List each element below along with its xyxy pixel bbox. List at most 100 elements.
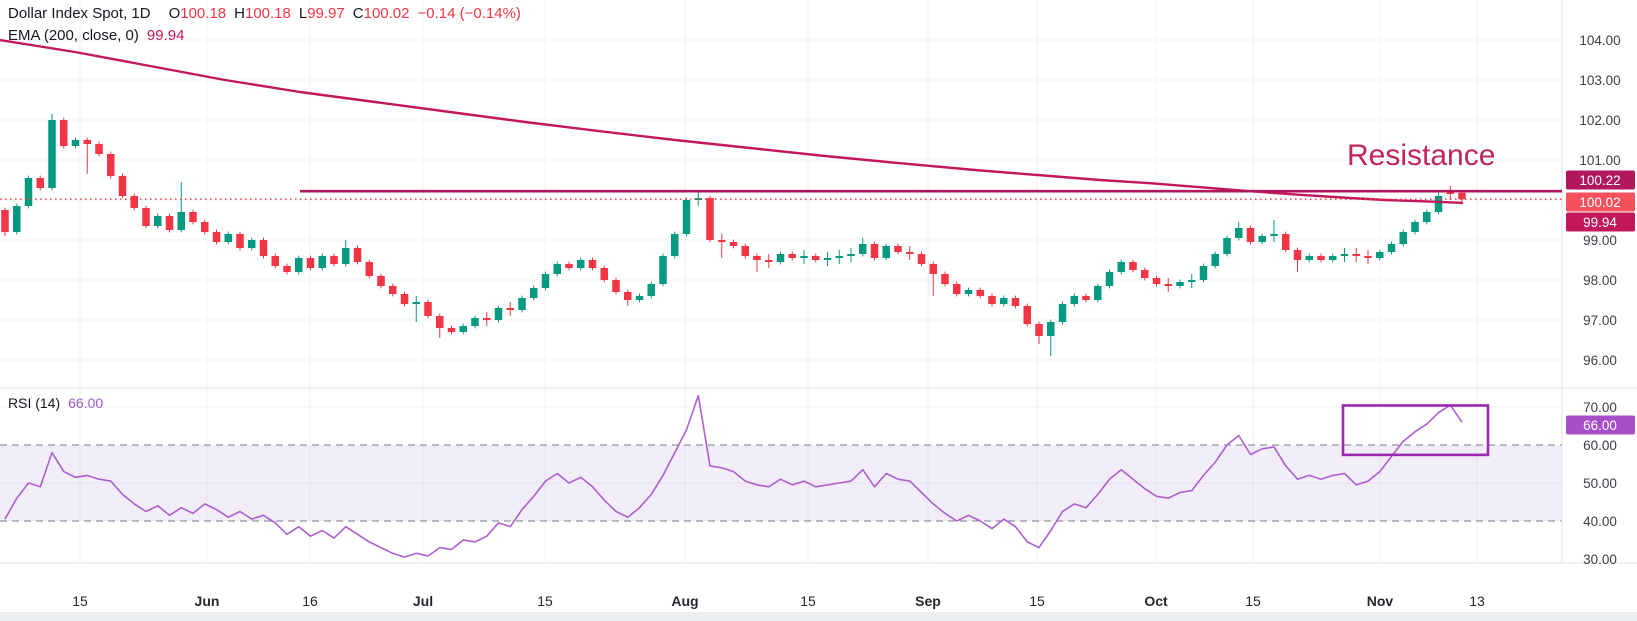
candle-body	[95, 144, 103, 154]
symbol-legend[interactable]: Dollar Index Spot, 1D O100.18 H100.18 L99.9…	[8, 5, 521, 22]
candle-body	[1129, 262, 1137, 270]
price-tick-label: 101.00	[1579, 153, 1620, 168]
ema-legend[interactable]: EMA (200, close, 0) 99.94	[8, 27, 184, 44]
time-tick-label: 15	[72, 593, 88, 609]
candle-body	[1164, 284, 1172, 286]
candle-body	[1364, 256, 1372, 258]
candle-body	[1329, 256, 1337, 260]
candle-body	[565, 264, 573, 268]
candle-body	[1141, 270, 1149, 278]
open-label: O	[168, 5, 181, 22]
candle-body	[1399, 232, 1407, 244]
candle-body	[624, 292, 632, 300]
candle-body	[1035, 324, 1043, 336]
rsi-line[interactable]	[4, 394, 1463, 558]
candle-body	[400, 294, 409, 304]
candle-body	[1058, 304, 1067, 322]
candle-body	[48, 120, 56, 188]
candle-body	[1082, 296, 1090, 300]
rsi-tick-label: 50.00	[1583, 476, 1617, 491]
price-tick-label: 98.00	[1583, 273, 1617, 288]
candle-body	[647, 284, 655, 296]
price-badge	[1566, 212, 1635, 232]
price-tick-label: 104.00	[1579, 33, 1620, 48]
rsi-tick-label: 60.00	[1583, 438, 1617, 453]
candle-body	[306, 258, 315, 268]
candle-body	[776, 254, 785, 262]
candle-body	[177, 212, 185, 230]
close-value: 100.02	[363, 5, 410, 22]
rsi-tick-label: 70.00	[1583, 400, 1617, 415]
rsi-tick-label: 40.00	[1583, 514, 1617, 529]
candle-body	[142, 208, 150, 226]
candle-body	[694, 198, 702, 200]
candle-body	[953, 284, 961, 294]
candle-body	[1270, 234, 1278, 236]
candle-body	[518, 298, 526, 310]
candle-body	[788, 254, 796, 258]
price-badges: 100.22 100.02 99.94 66.00	[1566, 170, 1635, 435]
rsi-highlight-box[interactable]	[1341, 404, 1490, 457]
price-badge	[1566, 415, 1635, 435]
candle-body	[1340, 254, 1349, 256]
candle-body	[1317, 256, 1325, 260]
low-label: L	[298, 5, 308, 22]
candle-body	[283, 266, 291, 272]
candle-body	[835, 256, 843, 258]
candle-body	[1434, 196, 1443, 212]
candle-body	[24, 178, 33, 206]
candle-body	[13, 206, 21, 232]
candle-body	[530, 288, 538, 298]
candle-body	[353, 248, 362, 262]
time-tick-label: 15	[1029, 593, 1045, 609]
candle-body	[718, 240, 726, 242]
ema-value: 99.94	[146, 27, 185, 44]
candle-body	[154, 216, 162, 226]
candle-body	[553, 264, 561, 274]
candle-body	[1387, 244, 1396, 252]
candle-body	[659, 256, 667, 284]
time-tick-label: 13	[1469, 593, 1485, 609]
candle-body	[1023, 306, 1031, 324]
candle-body	[1376, 252, 1384, 258]
time-tick-label: 16	[302, 593, 318, 609]
candle-body	[988, 296, 996, 304]
candle-body	[71, 140, 80, 146]
candle-body	[447, 328, 456, 332]
candle-body	[1188, 280, 1196, 282]
price-axis[interactable]: 104.00 103.00 102.00 101.00 99.00 98.00 97.00 9…	[1579, 33, 1620, 567]
candle-body	[812, 256, 820, 260]
candle-body	[1094, 286, 1102, 300]
candle-body	[964, 290, 973, 294]
candle-body	[976, 290, 984, 296]
candle-body	[870, 244, 879, 258]
time-tick-label: 15	[537, 593, 553, 609]
time-tick-label: Aug	[671, 593, 698, 609]
rsi-band	[0, 444, 1562, 522]
candle-body	[1117, 262, 1125, 272]
rsi-legend[interactable]: RSI (14) 66.00	[8, 395, 103, 411]
candle-body	[1223, 238, 1231, 254]
candle-body	[1199, 266, 1208, 280]
candle-body	[1293, 250, 1302, 260]
candle-body	[436, 316, 444, 328]
ema-line[interactable]	[0, 38, 1464, 205]
resistance-annotation[interactable]: Resistance	[1347, 139, 1496, 172]
time-axis[interactable]: 15 Jun 16 Jul 15 Aug 15 Sep 15 Oct 15 Nov 13	[72, 593, 1485, 609]
rsi-label: RSI (14)	[8, 395, 61, 411]
candle-body	[1282, 234, 1290, 250]
candle-body	[506, 308, 514, 310]
candle-body	[823, 258, 832, 260]
candle-body	[847, 254, 855, 256]
candle-body	[1258, 236, 1266, 242]
candlestick-series	[1, 114, 1466, 356]
candle-body	[459, 326, 467, 332]
price-badge-value: 100.22	[1579, 173, 1620, 188]
time-tick-label: Oct	[1144, 593, 1168, 609]
candle-body	[917, 254, 926, 264]
candle-body	[107, 154, 115, 176]
candle-body	[1423, 212, 1431, 222]
candle-body	[471, 318, 479, 326]
candle-body	[765, 260, 773, 262]
